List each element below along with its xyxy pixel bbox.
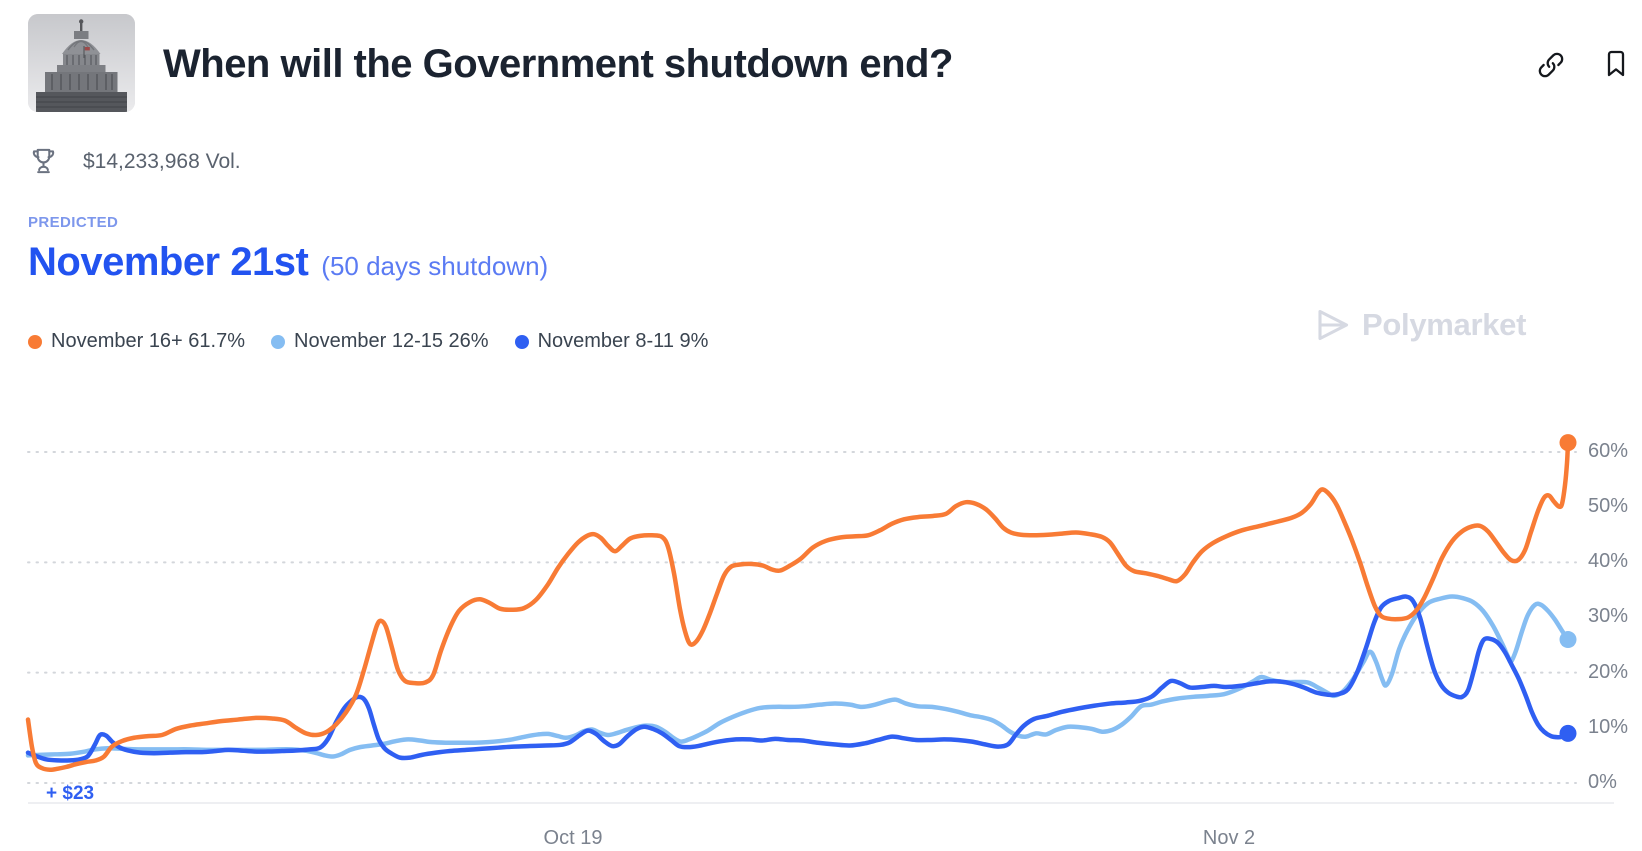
legend-label: November 16+ 61.7% [51, 330, 246, 352]
pnl-annotation: + $23 [46, 783, 95, 804]
polymarket-logo-icon [1318, 309, 1349, 341]
legend-dot [271, 334, 286, 349]
legend-item-november-12-15-26-[interactable]: November 12-15 26% [271, 330, 489, 353]
polymarket-wordmark: Polymarket [1362, 307, 1527, 342]
series-line-november-16- [25, 440, 1571, 773]
x-tick-label: Nov 2 [1202, 827, 1256, 849]
price-chart [25, 434, 1614, 804]
series-line-november-8-11 [25, 594, 1571, 763]
chart-legend: November 16+ 61.7% November 12-15 26% Nove… [28, 330, 708, 353]
event-thumbnail [28, 14, 135, 112]
predicted-label: PREDICTED [28, 214, 119, 231]
predicted-value: November 21st [28, 240, 309, 284]
capitol-image [28, 14, 135, 112]
bookmark-button[interactable] [1601, 49, 1631, 79]
legend-dot [28, 334, 42, 349]
y-tick-label: 50% [1588, 495, 1629, 518]
series-end-dot [1559, 631, 1577, 649]
page-title: When will the Government shutdown end? [163, 42, 953, 86]
legend-item-november-16-61-7-[interactable]: November 16+ 61.7% [28, 330, 245, 353]
predicted-row: November 21st (50 days shutdown) [28, 240, 548, 285]
y-tick-label: 60% [1588, 439, 1629, 462]
bookmark-icon [1607, 50, 1625, 77]
y-tick-label: 10% [1588, 715, 1629, 738]
trophy-icon [30, 146, 57, 176]
series-end-dot [1559, 434, 1577, 452]
copy-link-button[interactable] [1536, 50, 1566, 80]
y-tick-label: 40% [1588, 550, 1629, 573]
y-tick-label: 0% [1588, 771, 1617, 793]
volume-text: $14,233,968 Vol. [83, 150, 241, 173]
y-tick-label: 30% [1588, 605, 1629, 628]
legend-label: November 12-15 26% [294, 330, 489, 352]
series-end-dot [1559, 724, 1577, 742]
predicted-annotation: (50 days shutdown) [321, 251, 549, 281]
y-tick-label: 20% [1588, 660, 1629, 683]
series-line-november-12-15 [25, 594, 1571, 759]
link-icon [1538, 52, 1564, 78]
x-tick-label: Oct 19 [543, 827, 603, 849]
legend-dot [514, 334, 529, 349]
polymarket-watermark: Polymarket [1313, 305, 1526, 345]
legend-label: November 8-11 9% [537, 330, 709, 352]
legend-item-november-8-11-9-[interactable]: November 8-11 9% [514, 330, 709, 353]
